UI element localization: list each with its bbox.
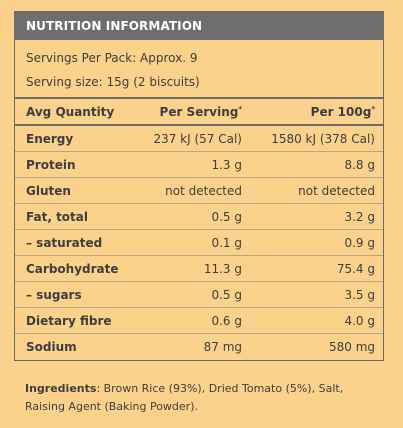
row-per-100g: 3.5 g [344,287,375,302]
row-label: Energy [26,131,74,146]
header-avg-quantity: Avg Quantity [26,104,115,119]
row-label: Sodium [26,340,77,354]
row-label: Dietary fibre [26,313,112,328]
table-row: Dietary fibre 0.6 g 4.0 g [15,308,383,334]
header-per-100g: Per 100g* [242,105,375,119]
row-per-serving: 0.5 g [211,209,242,224]
table-row: Protein 1.3 g 8.8 g [15,152,383,178]
row-per-100g: 4.0 g [344,313,375,328]
row-label: Fat, total [26,209,88,224]
nutrition-panel: NUTRITION INFORMATION Servings Per Pack:… [14,11,384,361]
divider [15,97,383,99]
header-per-100g-mark: * [371,104,375,113]
row-per-100g: not detected [298,183,375,198]
table-header-row: Avg Quantity Per Serving* Per 100g* [15,99,383,126]
row-per-serving: not detected [165,183,242,198]
row-per-serving: 237 kJ (57 Cal) [153,131,242,146]
row-per-serving: 0.6 g [211,313,242,328]
row-per-100g: 580 mg [328,340,375,354]
table-row: – saturated 0.1 g 0.9 g [15,230,383,256]
row-label: – saturated [26,235,103,250]
panel-title: NUTRITION INFORMATION [15,12,383,40]
ingredients-label: Ingredients [25,382,97,395]
header-per-serving-label: Per Serving [159,104,239,119]
serving-size: Serving size: 15g (2 biscuits) [26,75,200,89]
header-per-serving: Per Serving* [142,105,242,119]
row-per-100g: 3.2 g [344,209,375,224]
row-per-100g: 8.8 g [344,157,375,172]
ingredients-text: : Brown Rice (93%), Dried Tomato (5%), S… [25,382,344,413]
row-label: Protein [26,157,76,172]
header-per-serving-mark: * [238,104,242,113]
table-row: Energy 237 kJ (57 Cal) 1580 kJ (378 Cal) [15,126,383,152]
table-row: Sodium 87 mg 580 mg [15,334,383,360]
table-row: Fat, total 0.5 g 3.2 g [15,204,383,230]
row-label: Gluten [26,183,71,198]
table-row: Gluten not detected not detected [15,178,383,204]
row-label: Carbohydrate [26,261,119,276]
table-row: Carbohydrate 11.3 g 75.4 g [15,256,383,282]
row-per-serving: 0.1 g [211,235,242,250]
nutrition-table: Avg Quantity Per Serving* Per 100g* Ener… [15,99,383,360]
servings-per-pack: Servings Per Pack: Approx. 9 [26,51,198,65]
row-per-serving: 11.3 g [203,261,242,276]
header-per-100g-label: Per 100g [310,104,372,119]
row-per-serving: 1.3 g [211,157,242,172]
row-per-100g: 0.9 g [344,235,375,250]
row-per-serving: 0.5 g [211,287,242,302]
table-row: – sugars 0.5 g 3.5 g [15,282,383,308]
ingredients-statement: Ingredients: Brown Rice (93%), Dried Tom… [25,380,375,416]
row-per-serving: 87 mg [203,340,242,354]
row-per-100g: 1580 kJ (378 Cal) [271,131,375,146]
row-label: – sugars [26,287,82,302]
row-per-100g: 75.4 g [336,261,375,276]
